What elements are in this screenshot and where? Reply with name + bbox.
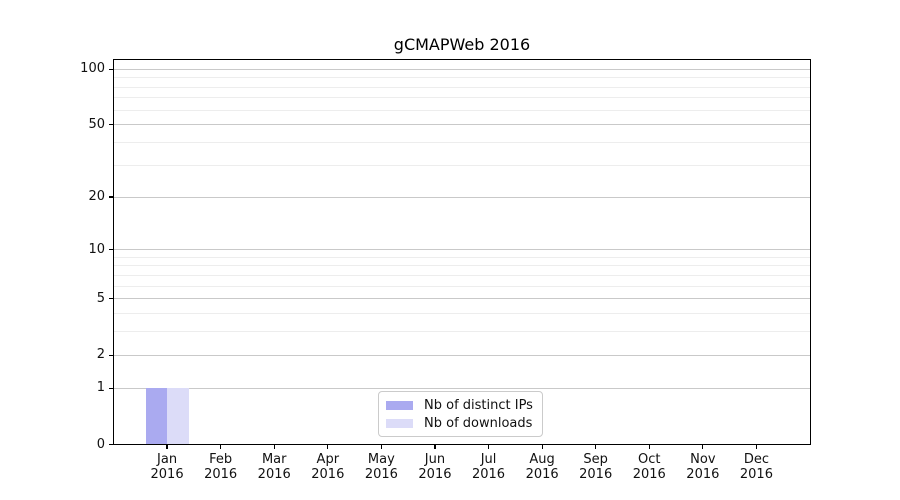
x-tick: [648, 444, 650, 449]
bar-downloads: [167, 388, 189, 444]
x-tick: [220, 444, 222, 449]
y-major-gridline: [113, 124, 810, 126]
y-minor-gridline: [113, 77, 810, 79]
x-tick: [487, 444, 490, 449]
x-tick-label: Nov 2016: [686, 451, 720, 483]
x-tick: [541, 444, 543, 449]
x-tick: [380, 444, 382, 449]
y-major-gridline: [113, 354, 810, 356]
y-minor-gridline: [113, 109, 810, 111]
y-minor-gridline: [113, 285, 810, 287]
y-major-gridline: [113, 68, 810, 70]
y-minor-gridline: [113, 256, 810, 258]
x-tick: [595, 444, 597, 449]
legend-swatch-distinct-ips-icon: [386, 400, 413, 410]
x-tick-label: Dec 2016: [739, 451, 773, 483]
y-tick-label: 10: [88, 241, 105, 257]
y-minor-gridline: [113, 265, 810, 267]
x-tick-label: Jun 2016: [418, 451, 452, 483]
y-tick: [108, 387, 114, 389]
y-tick: [108, 248, 114, 251]
y-major-gridline: [113, 298, 810, 300]
y-minor-gridline: [113, 142, 810, 144]
y-minor-gridline: [113, 164, 810, 166]
x-tick-label: Apr 2016: [311, 451, 345, 483]
y-tick-label: 2: [96, 347, 105, 363]
y-minor-gridline: [113, 97, 810, 99]
chart-title: gCMAPWeb 2016: [393, 35, 531, 54]
legend-swatch-downloads-icon: [386, 418, 413, 428]
x-tick-label: Jul 2016: [471, 451, 506, 483]
y-major-gridline: [113, 196, 810, 198]
x-tick: [702, 444, 704, 449]
y-tick-label: 100: [80, 61, 105, 77]
bar-distinct-ips: [145, 388, 168, 444]
y-tick: [108, 298, 114, 300]
x-tick-label: Mar 2016: [257, 451, 291, 483]
x-tick: [755, 444, 757, 449]
x-tick: [434, 444, 436, 449]
y-tick-label: 5: [96, 290, 105, 306]
y-tick: [108, 196, 114, 198]
x-tick-label: Sep 2016: [579, 451, 613, 483]
x-tick-label: May 2016: [364, 451, 398, 483]
legend: Nb of distinct IPs Nb of downloads: [378, 391, 543, 437]
x-tick: [327, 444, 329, 449]
y-major-gridline: [113, 387, 810, 389]
y-tick-label: 0: [96, 436, 105, 452]
x-tick-label: Oct 2016: [632, 451, 666, 483]
y-tick: [108, 124, 114, 126]
legend-label-downloads: Nb of downloads: [424, 415, 533, 431]
x-tick-label: Jan 2016: [150, 451, 184, 483]
y-minor-gridline: [113, 274, 810, 276]
y-tick: [108, 354, 114, 356]
y-tick: [108, 68, 114, 70]
x-tick-label: Aug 2016: [525, 451, 559, 483]
legend-label-distinct-ips: Nb of distinct IPs: [424, 397, 533, 413]
y-minor-gridline: [113, 331, 810, 333]
legend-item-distinct-ips: Nb of distinct IPs: [386, 398, 542, 413]
y-tick: [108, 443, 114, 446]
plot-area: [113, 59, 811, 445]
y-minor-gridline: [113, 313, 810, 315]
legend-item-downloads: Nb of downloads: [386, 416, 542, 431]
y-minor-gridline: [113, 86, 810, 88]
x-tick: [166, 444, 168, 449]
y-major-gridline: [113, 249, 810, 251]
y-tick-label: 1: [96, 380, 105, 396]
y-tick-label: 20: [88, 189, 105, 204]
y-tick-label: 50: [88, 116, 105, 132]
x-tick-label: Feb 2016: [204, 451, 238, 483]
x-tick: [273, 444, 275, 449]
